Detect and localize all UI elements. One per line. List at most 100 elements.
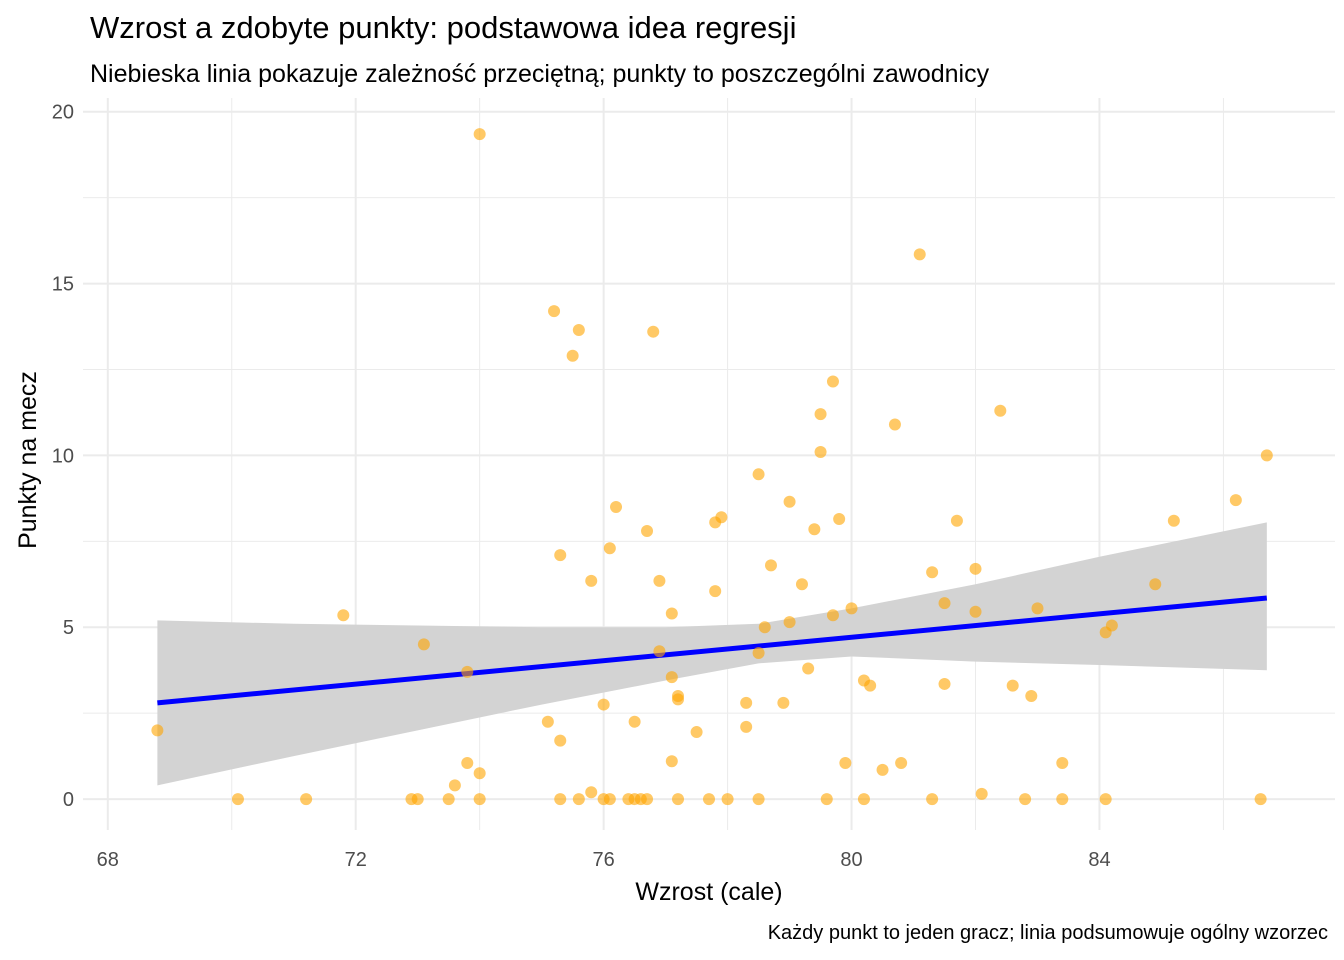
data-point	[758, 621, 771, 634]
data-point	[913, 248, 926, 261]
data-point	[585, 786, 598, 799]
data-point	[703, 793, 715, 806]
regression-line-group	[157, 595, 1268, 706]
x-tick-label: 72	[345, 849, 367, 871]
x-tick-label: 76	[593, 849, 615, 871]
data-point	[740, 720, 753, 733]
data-point	[628, 715, 641, 728]
data-point	[777, 696, 790, 709]
y-tick-label: 20	[52, 102, 74, 124]
tick-labels: 68 72 76 80 84 0 5 10 15 20	[52, 102, 1111, 871]
data-point	[938, 677, 951, 690]
data-point	[969, 605, 982, 618]
chart-title: Wzrost a zdobyte punkty: podstawowa idea…	[90, 10, 797, 45]
y-tick-label: 15	[52, 274, 74, 296]
data-point	[740, 696, 753, 709]
data-point	[764, 559, 777, 572]
data-point	[610, 500, 623, 513]
data-point	[647, 325, 660, 338]
data-point	[448, 779, 461, 792]
data-point	[752, 647, 765, 660]
data-point	[783, 616, 796, 629]
data-point	[473, 128, 486, 141]
data-point	[876, 763, 889, 776]
data-point	[839, 756, 852, 769]
data-point	[665, 671, 678, 684]
data-point	[814, 408, 827, 421]
data-point	[709, 585, 722, 598]
data-point	[975, 787, 988, 800]
data-point	[1056, 793, 1069, 806]
y-tick-label: 10	[52, 445, 74, 467]
data-point	[888, 418, 901, 431]
data-point	[151, 724, 164, 737]
data-point	[566, 349, 579, 362]
data-point	[1019, 793, 1032, 806]
data-point	[461, 756, 474, 769]
data-point	[337, 609, 350, 622]
confidence-band-group	[157, 522, 1267, 786]
chart-caption: Każdy punkt to jeden gracz; linia podsum…	[767, 922, 1328, 944]
data-point	[1099, 793, 1112, 806]
data-point	[1229, 494, 1242, 507]
data-point	[752, 793, 765, 806]
chart-subtitle: Niebieska linia pokazuje zależność przec…	[90, 60, 990, 88]
data-point	[672, 793, 685, 806]
data-point	[802, 662, 815, 675]
data-point	[864, 679, 877, 692]
data-point	[672, 693, 685, 706]
data-point	[411, 793, 424, 806]
confidence-band	[157, 522, 1267, 786]
data-point	[969, 562, 982, 575]
data-point	[833, 512, 846, 525]
data-point	[1006, 679, 1019, 692]
data-point	[442, 793, 455, 806]
data-point	[585, 574, 598, 587]
data-point	[417, 638, 430, 651]
x-tick-label: 80	[840, 849, 862, 871]
data-point	[895, 756, 908, 769]
data-point	[826, 609, 839, 622]
data-point	[548, 305, 561, 318]
data-point	[926, 793, 939, 806]
data-point	[814, 445, 827, 458]
data-point	[690, 726, 703, 739]
data-point	[300, 793, 313, 806]
data-point	[597, 698, 610, 711]
data-point	[665, 607, 678, 620]
data-point	[554, 549, 567, 562]
data-point	[938, 597, 951, 610]
y-tick-label: 0	[63, 789, 74, 811]
data-point	[1167, 514, 1180, 527]
data-point	[950, 514, 963, 527]
data-point	[1254, 793, 1267, 806]
data-point	[641, 793, 654, 806]
data-point	[603, 542, 616, 555]
data-points	[151, 128, 1273, 806]
data-point	[665, 755, 678, 768]
data-point	[994, 404, 1007, 417]
data-point	[461, 665, 474, 678]
data-point	[820, 793, 833, 806]
data-point	[473, 767, 486, 780]
data-point	[554, 793, 567, 806]
data-point	[826, 375, 839, 388]
data-point	[653, 574, 666, 587]
data-point	[1056, 756, 1069, 769]
data-point	[541, 715, 554, 728]
data-point	[1031, 602, 1044, 615]
y-axis-title: Punkty na mecz	[14, 371, 42, 549]
data-point	[857, 793, 870, 806]
x-tick-label: 68	[97, 849, 119, 871]
data-point	[603, 793, 616, 806]
data-point	[231, 793, 244, 806]
data-point	[1025, 689, 1038, 702]
data-point	[1105, 619, 1118, 632]
data-point	[808, 523, 821, 536]
data-point	[653, 645, 666, 658]
data-point	[752, 468, 765, 481]
data-point	[715, 511, 728, 524]
data-point	[926, 566, 939, 579]
y-tick-label: 5	[63, 617, 74, 639]
